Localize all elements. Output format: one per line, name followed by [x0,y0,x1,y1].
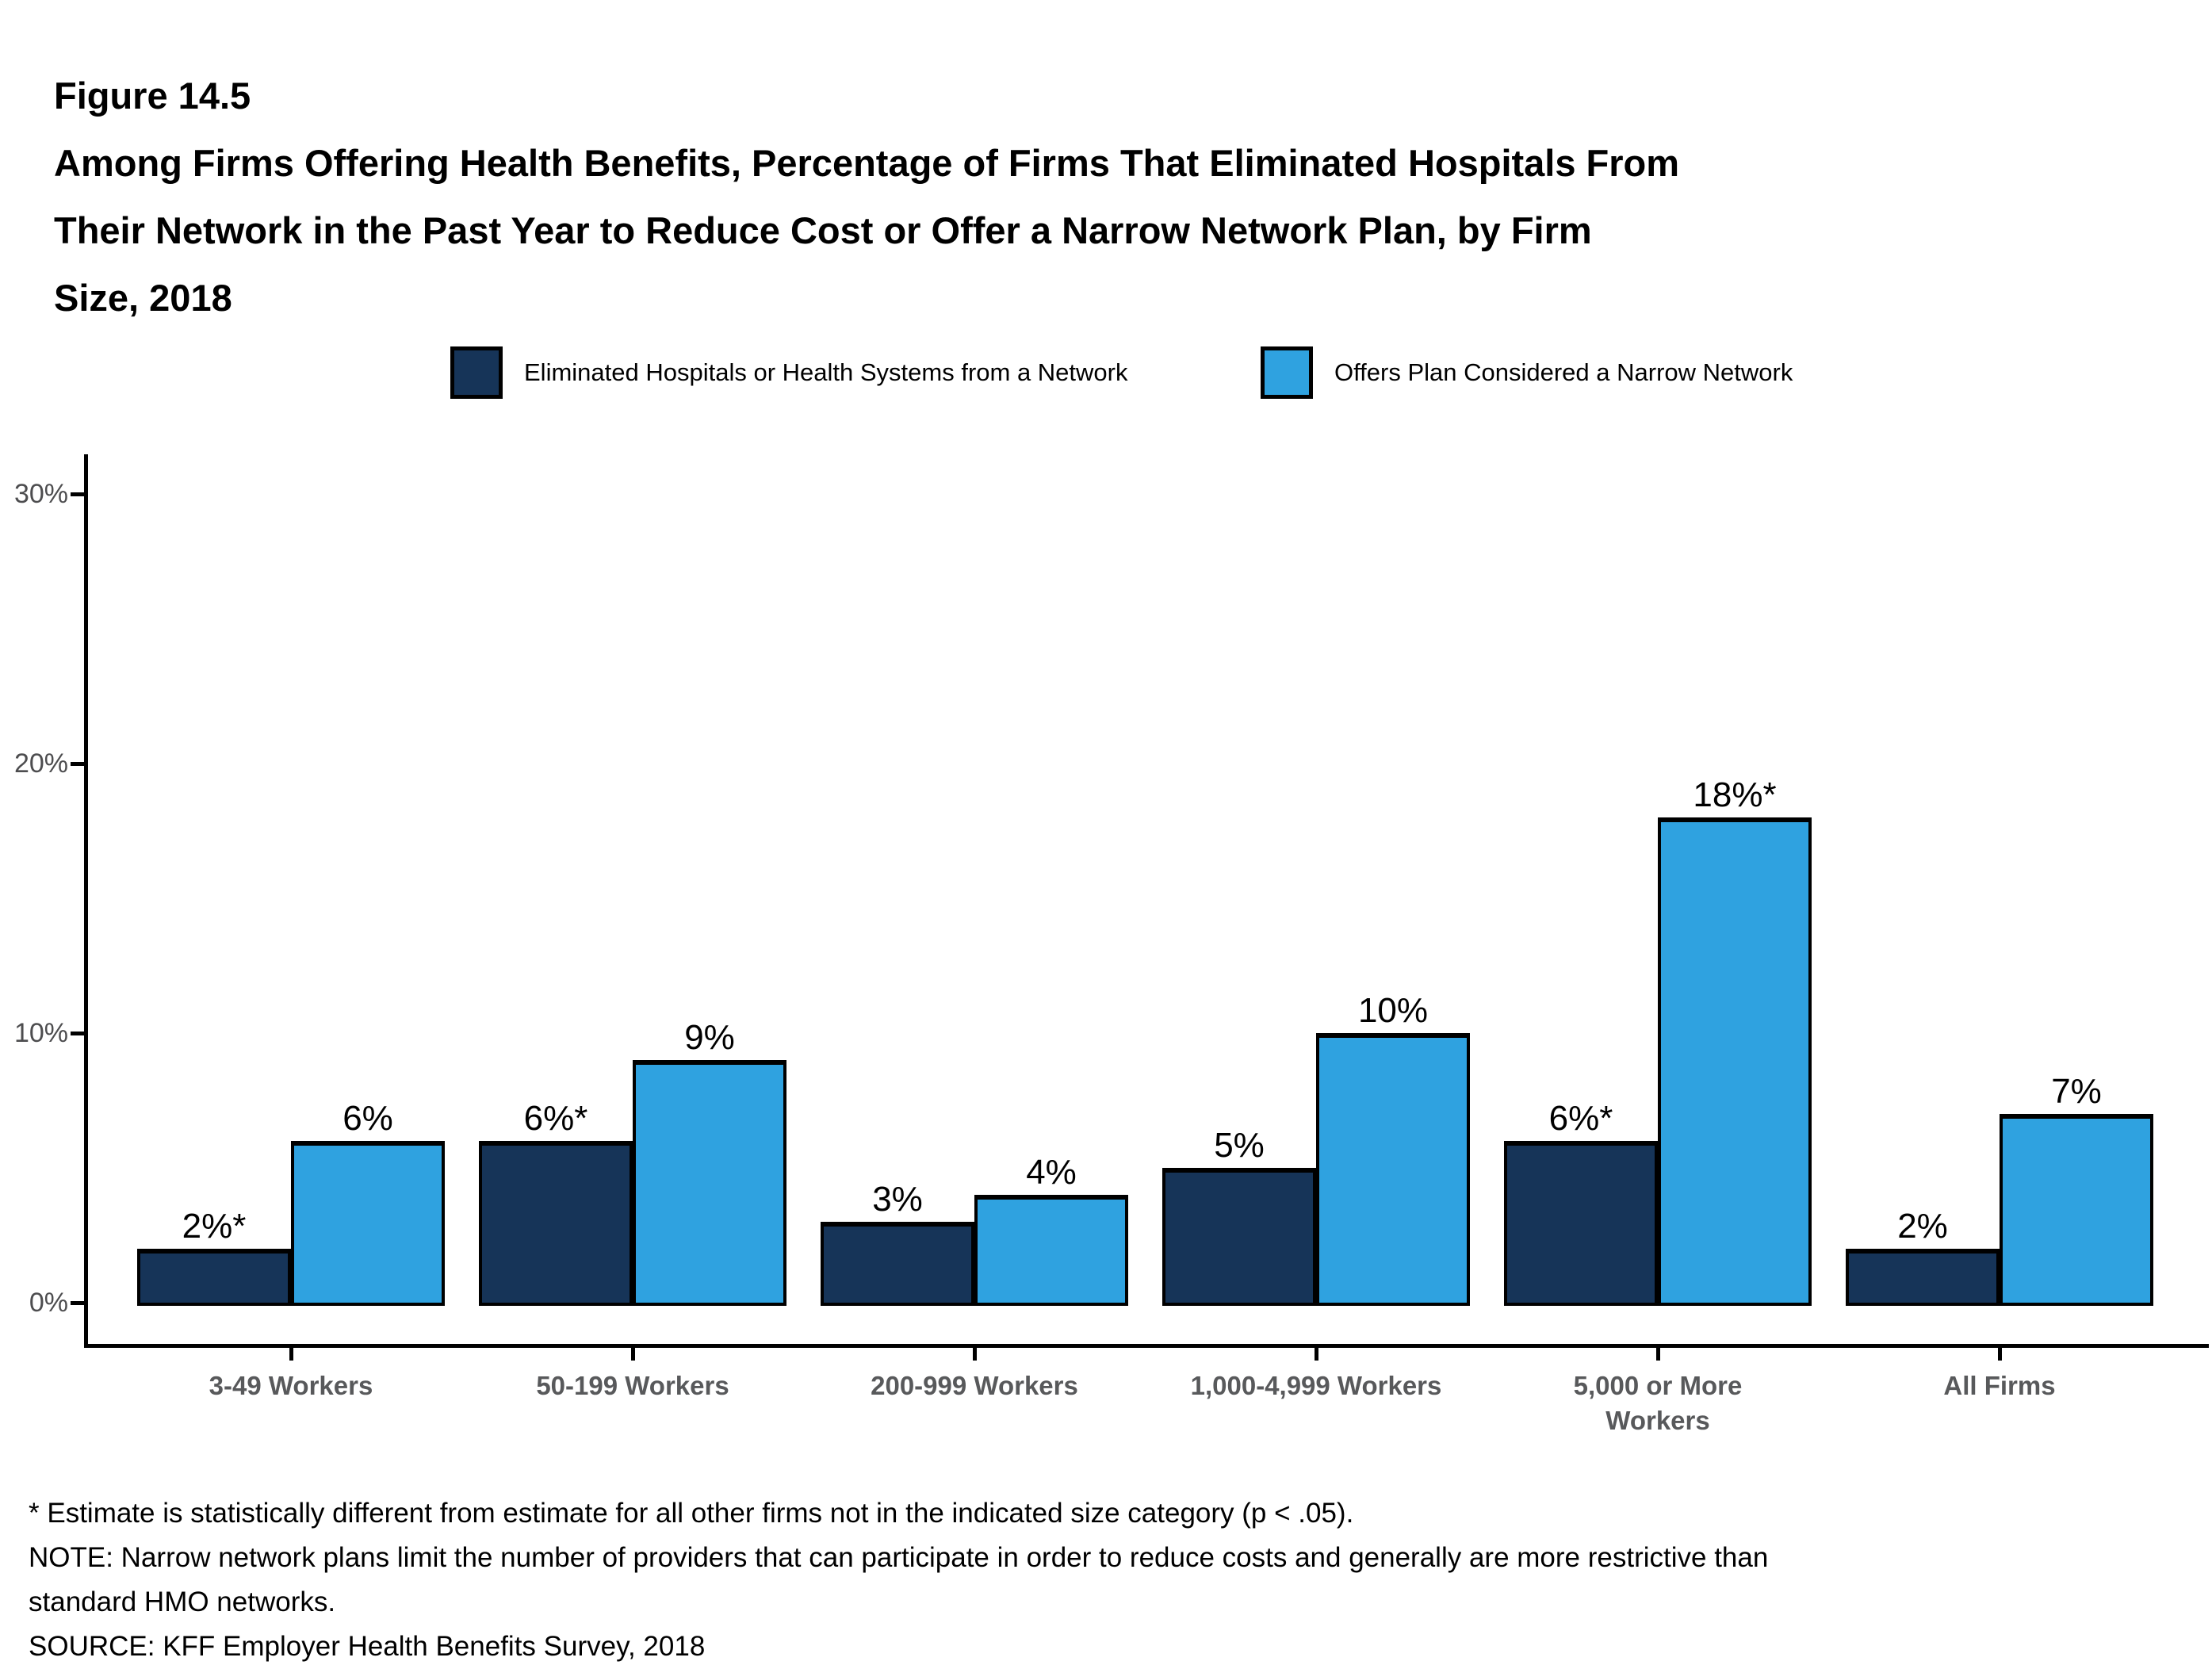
bar [1658,817,1812,1306]
bar-value-label: 6%* [523,1099,588,1138]
title-block: Figure 14.5 Among Firms Offering Health … [54,62,2084,331]
y-tick [71,1032,84,1035]
legend-label-eliminated: Eliminated Hospitals or Health Systems f… [524,358,1128,386]
y-tick [71,1301,84,1305]
bar [291,1141,445,1306]
x-tick-label: 200-999 Workers [871,1371,1078,1400]
chart-title-line-2: Their Network in the Past Year to Reduce… [54,209,1592,251]
bar-value-label: 2%* [182,1207,247,1246]
y-tick-label: 30% [13,479,68,509]
x-tick [1998,1348,2002,1361]
bar [1504,1141,1658,1306]
figure-number: Figure 14.5 [54,75,251,117]
bar-value-label: 7% [2051,1072,2102,1111]
bar [137,1249,291,1306]
x-tick [631,1348,635,1361]
legend-swatch-narrow-network [1261,346,1313,399]
y-tick-label: 20% [13,748,68,779]
x-axis [84,1344,2209,1348]
footnote-note-continued: standard HMO networks. [29,1587,336,1617]
bar [974,1195,1128,1306]
x-tick-label: 3-49 Workers [209,1371,373,1400]
bar [479,1141,633,1306]
bar-value-label: 9% [684,1018,735,1057]
bar-value-label: 4% [1026,1153,1077,1192]
bar [821,1222,974,1306]
legend-item-eliminated: Eliminated Hospitals or Health Systems f… [450,346,1127,399]
x-tick [973,1348,977,1361]
bar-value-label: 10% [1357,991,1429,1030]
y-tick-label: 10% [13,1018,68,1048]
bar [1316,1033,1470,1306]
x-tick-label: 5,000 or More Workers [1573,1371,1743,1435]
bar [1846,1249,2000,1306]
bar [633,1060,786,1306]
x-tick-label: 1,000-4,999 Workers [1190,1371,1442,1400]
footnote-note: NOTE: Narrow network plans limit the num… [29,1542,1769,1573]
footnote-source: SOURCE: KFF Employer Health Benefits Sur… [29,1631,706,1662]
x-tick-label: All Firms [1943,1371,2056,1400]
legend-label-narrow-network: Offers Plan Considered a Narrow Network [1334,358,1793,386]
bar-value-label: 6% [343,1099,393,1138]
bar-value-label: 5% [1214,1126,1265,1165]
y-tick [71,492,84,496]
x-tick [289,1348,293,1361]
y-axis [84,454,88,1348]
bar [2000,1114,2153,1306]
bar-value-label: 18%* [1693,775,1777,814]
x-tick-label: 50-199 Workers [536,1371,729,1400]
bar-value-label: 3% [872,1180,923,1219]
chart-title-line-3: Size, 2018 [54,277,232,319]
x-tick [1656,1348,1660,1361]
legend-item-narrow-network: Offers Plan Considered a Narrow Network [1261,346,1793,399]
y-tick [71,762,84,766]
bar [1162,1168,1316,1306]
footnotes: * Estimate is statistically different fr… [29,1491,2169,1665]
y-tick-label: 0% [29,1288,68,1318]
bar-value-label: 6%* [1548,1099,1613,1138]
footnote-significance: * Estimate is statistically different fr… [29,1498,1354,1529]
bar-value-label: 2% [1897,1207,1948,1246]
x-tick [1315,1348,1318,1361]
chart-title-line-1: Among Firms Offering Health Benefits, Pe… [54,142,1680,184]
legend-swatch-eliminated [450,346,503,399]
